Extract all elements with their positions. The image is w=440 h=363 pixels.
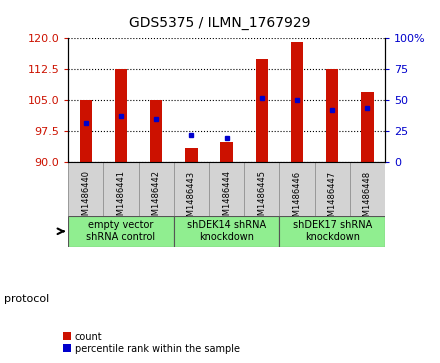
Bar: [209, 163, 244, 216]
Bar: [174, 163, 209, 216]
Text: GSM1486442: GSM1486442: [152, 171, 161, 227]
Text: GSM1486440: GSM1486440: [81, 171, 90, 227]
Text: protocol: protocol: [4, 294, 50, 305]
Bar: [326, 69, 338, 163]
Bar: [68, 163, 103, 216]
Text: GSM1486441: GSM1486441: [117, 171, 125, 227]
Bar: [139, 163, 174, 216]
Text: shDEK14 shRNA
knockdown: shDEK14 shRNA knockdown: [187, 220, 266, 242]
Text: GSM1486448: GSM1486448: [363, 171, 372, 227]
Bar: [174, 216, 279, 247]
Text: GSM1486444: GSM1486444: [222, 171, 231, 227]
Bar: [361, 92, 374, 163]
Bar: [256, 59, 268, 163]
Bar: [315, 163, 350, 216]
Bar: [279, 163, 315, 216]
Text: GDS5375 / ILMN_1767929: GDS5375 / ILMN_1767929: [129, 16, 311, 30]
Bar: [68, 216, 174, 247]
Text: shDEK17 shRNA
knockdown: shDEK17 shRNA knockdown: [293, 220, 372, 242]
Bar: [244, 163, 279, 216]
Text: GSM1486446: GSM1486446: [293, 171, 301, 227]
Bar: [80, 100, 92, 163]
Legend: count, percentile rank within the sample: count, percentile rank within the sample: [62, 331, 241, 355]
Bar: [220, 142, 233, 163]
Text: GSM1486447: GSM1486447: [328, 171, 337, 227]
Text: empty vector
shRNA control: empty vector shRNA control: [86, 220, 156, 242]
Bar: [279, 216, 385, 247]
Bar: [103, 163, 139, 216]
Bar: [185, 148, 198, 163]
Text: GSM1486443: GSM1486443: [187, 171, 196, 227]
Bar: [115, 69, 127, 163]
Bar: [150, 100, 162, 163]
Bar: [350, 163, 385, 216]
Text: GSM1486445: GSM1486445: [257, 171, 266, 227]
Bar: [291, 42, 303, 163]
